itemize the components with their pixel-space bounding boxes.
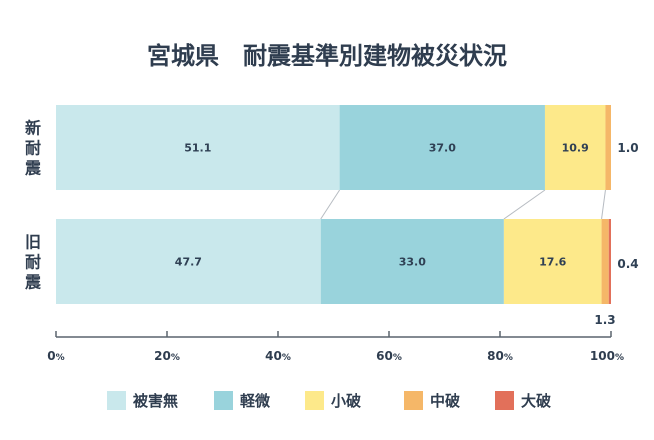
bar-segment bbox=[544, 105, 606, 190]
bar-segment bbox=[608, 219, 611, 304]
bars-group bbox=[56, 105, 611, 304]
data-label-outside: 1.3 bbox=[594, 313, 615, 327]
connector-line bbox=[601, 189, 606, 220]
data-label: 17.6 bbox=[539, 256, 566, 269]
x-tick-label: 100% bbox=[590, 349, 624, 363]
bar-segment bbox=[605, 105, 611, 190]
legend-label: 中破 bbox=[430, 392, 460, 410]
connector-lines bbox=[320, 189, 606, 220]
data-label-outside: 1.0 bbox=[617, 141, 638, 155]
x-tick-label: 0% bbox=[47, 349, 64, 363]
chart-title: 宮城県 耐震基準別建物被災状況 bbox=[147, 42, 507, 70]
row-label: 旧耐震 bbox=[24, 233, 42, 292]
legend: 被害無 軽微 小破 中破 大破 bbox=[107, 391, 551, 410]
legend-swatch bbox=[404, 391, 423, 410]
connector-line bbox=[503, 189, 546, 220]
row-label: 新耐震 bbox=[24, 119, 42, 178]
data-label-outside: 0.4 bbox=[617, 257, 638, 271]
legend-label: 大破 bbox=[521, 392, 551, 410]
legend-swatch bbox=[495, 391, 514, 410]
data-label: 37.0 bbox=[429, 142, 456, 155]
legend-swatch bbox=[107, 391, 126, 410]
data-label: 33.0 bbox=[399, 256, 426, 269]
x-tick-label: 60% bbox=[376, 349, 402, 363]
data-labels-group: 51.1 37.0 10.9 47.7 33.0 17.6 1.0 1.3 0.4 bbox=[175, 141, 639, 327]
legend-label: 被害無 bbox=[133, 392, 178, 410]
legend-swatch bbox=[305, 391, 324, 410]
bar-segment bbox=[320, 219, 504, 304]
legend-swatch bbox=[214, 391, 233, 410]
legend-label: 軽微 bbox=[240, 392, 271, 410]
x-tick-label: 20% bbox=[154, 349, 180, 363]
bar-segment bbox=[56, 105, 340, 190]
data-label: 10.9 bbox=[562, 142, 589, 155]
legend-label: 小破 bbox=[331, 392, 361, 410]
bar-segment bbox=[601, 219, 609, 304]
data-label: 47.7 bbox=[175, 256, 202, 269]
connector-line bbox=[320, 189, 341, 220]
bar-segment bbox=[339, 105, 545, 190]
x-axis: 0% 20% 40% 60% 80% 100% bbox=[47, 331, 624, 363]
bar-segment bbox=[503, 219, 602, 304]
bar-segment bbox=[56, 219, 321, 304]
data-label: 51.1 bbox=[184, 142, 211, 155]
x-tick-label: 80% bbox=[487, 349, 513, 363]
x-tick-label: 40% bbox=[265, 349, 291, 363]
